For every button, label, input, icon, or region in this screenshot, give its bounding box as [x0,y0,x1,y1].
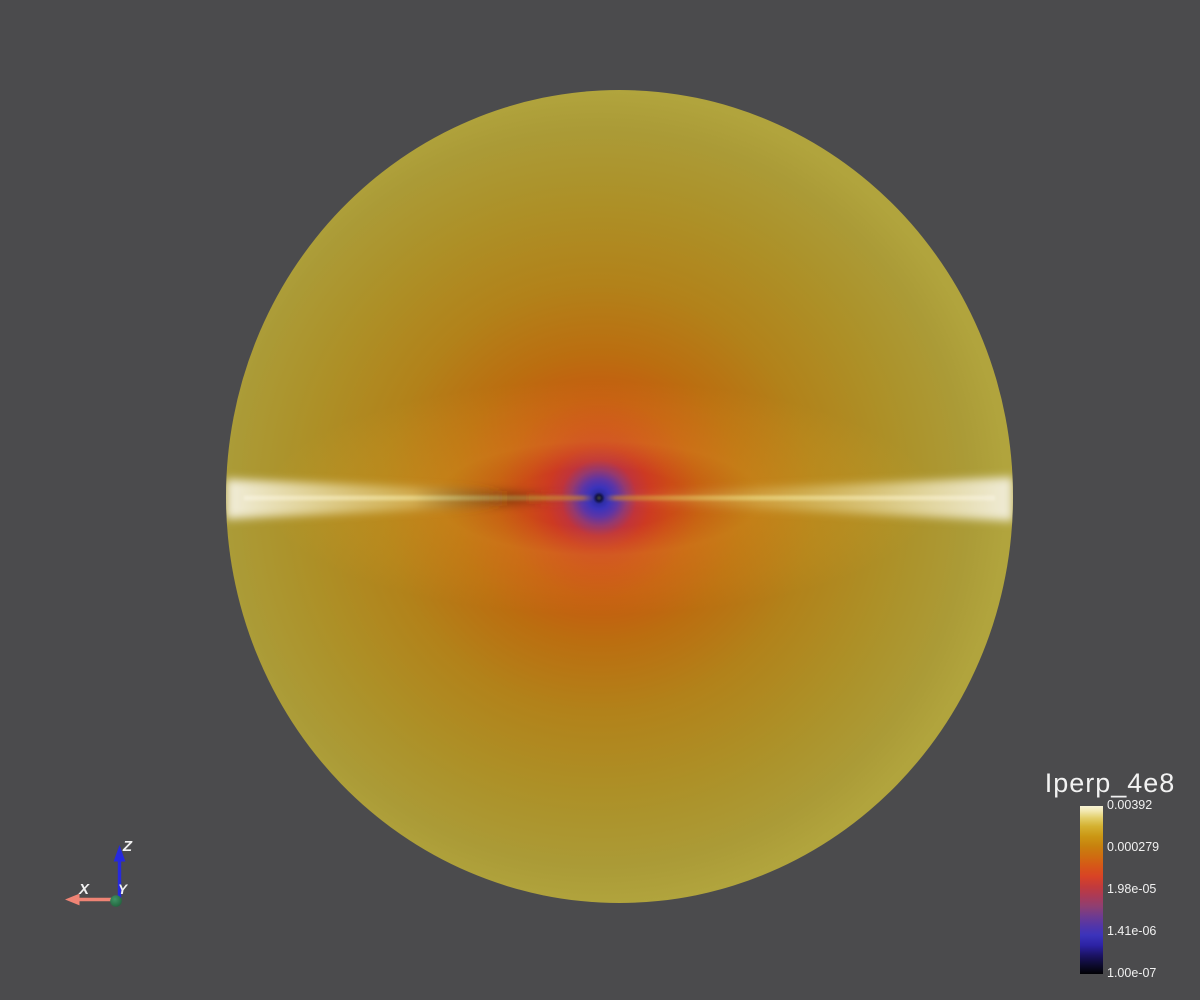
z-axis-label: Z [122,838,133,855]
orientation-axes-widget: X Y Z [65,838,133,907]
colorbar-widget[interactable]: Iperp_4e8 0.00392 0.000279 1.98e-05 1.41… [1020,768,1200,993]
equatorial-band [226,477,1013,521]
x-axis-arrow [65,893,113,906]
colorbar-title: Iperp_4e8 [1044,768,1176,798]
pseudocolor-disk [226,90,1013,903]
colorbar-gradient [1080,806,1103,974]
x-axis-label: X [78,881,90,898]
y-axis-sphere [110,895,122,907]
z-axis-arrow [113,845,126,899]
y-axis-label: Y [118,882,129,897]
colorbar-tick-max: 0.00392 [1107,798,1153,812]
colorbar-tick: 0.000279 [1107,840,1160,854]
colorbar-tick: 1.98e-05 [1107,882,1157,896]
colorbar-tick-min: 1.00e-07 [1107,966,1157,980]
colorbar-tick: 1.41e-06 [1107,924,1157,938]
